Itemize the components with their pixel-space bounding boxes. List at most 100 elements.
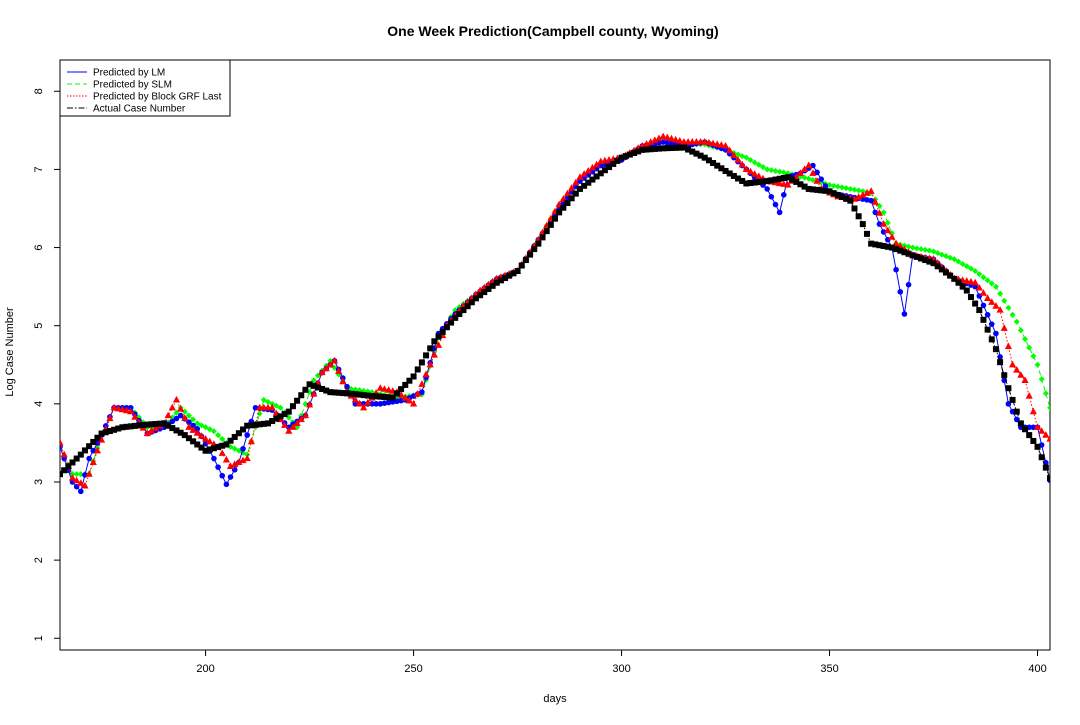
plot-frame	[59, 59, 1051, 651]
data-point-predicted-by-slm	[759, 164, 766, 171]
data-point-predicted-by-block-grf-last	[1046, 435, 1050, 442]
data-point-predicted-by-block-grf-last	[93, 446, 102, 454]
data-point-actual-case-number	[181, 432, 188, 439]
data-point-predicted-by-block-grf-last	[776, 179, 784, 187]
data-point-predicted-by-block-grf-last	[97, 435, 106, 443]
data-point-actual-case-number	[94, 434, 101, 441]
data-point-actual-case-number	[452, 314, 459, 321]
data-point-actual-case-number	[210, 445, 217, 452]
data-point-actual-case-number	[356, 391, 363, 398]
data-point-predicted-by-slm	[219, 436, 226, 443]
data-point-actual-case-number	[235, 430, 242, 437]
data-point-actual-case-number	[847, 197, 854, 204]
x-axis-label: days	[543, 693, 567, 705]
data-point-actual-case-number	[289, 403, 296, 410]
data-point-predicted-by-block-grf-last	[859, 191, 867, 198]
data-point-actual-case-number	[797, 181, 804, 188]
data-point-actual-case-number	[319, 385, 326, 392]
data-point-actual-case-number	[897, 247, 904, 254]
data-point-actual-case-number	[202, 447, 209, 454]
data-point-actual-case-number	[273, 415, 280, 422]
data-point-actual-case-number	[556, 209, 563, 216]
data-point-actual-case-number	[705, 157, 712, 164]
data-point-actual-case-number	[510, 270, 517, 277]
data-point-actual-case-number	[518, 262, 525, 269]
data-point-predicted-by-block-grf-last	[967, 277, 975, 285]
series-line-predicted-by-lm	[60, 141, 1050, 493]
data-point-actual-case-number	[306, 381, 313, 388]
data-point-actual-case-number	[701, 154, 708, 161]
data-point-predicted-by-block-grf-last	[563, 189, 572, 197]
data-point-predicted-by-block-grf-last	[701, 138, 709, 145]
data-point-predicted-by-block-grf-last	[189, 426, 197, 433]
data-point-predicted-by-slm	[851, 186, 858, 193]
data-point-actual-case-number	[992, 346, 999, 353]
data-point-predicted-by-slm	[273, 402, 280, 409]
data-point-actual-case-number	[822, 187, 829, 194]
data-point-predicted-by-lm	[377, 401, 384, 407]
data-point-actual-case-number	[227, 437, 234, 444]
data-point-predicted-by-block-grf-last	[73, 476, 81, 484]
data-point-predicted-by-lm	[901, 311, 908, 317]
data-point-actual-case-number	[722, 167, 729, 174]
data-point-actual-case-number	[834, 192, 841, 199]
data-point-actual-case-number	[148, 421, 155, 428]
data-point-predicted-by-block-grf-last	[268, 403, 276, 411]
y-tick-label-4: 4	[33, 401, 45, 407]
data-point-predicted-by-block-grf-last	[181, 414, 189, 421]
data-point-predicted-by-slm	[880, 209, 887, 216]
data-point-actual-case-number	[398, 386, 405, 393]
data-point-predicted-by-block-grf-last	[855, 193, 863, 200]
data-point-actual-case-number	[793, 178, 800, 185]
data-point-predicted-by-block-grf-last	[222, 455, 230, 463]
data-point-actual-case-number	[352, 391, 359, 398]
data-point-predicted-by-lm	[77, 488, 84, 495]
data-point-predicted-by-lm	[223, 481, 230, 488]
series-actual-case-number	[60, 144, 1050, 482]
data-point-actual-case-number	[310, 382, 317, 389]
data-point-actual-case-number	[248, 422, 255, 429]
data-point-actual-case-number	[581, 182, 588, 189]
data-point-actual-case-number	[660, 145, 667, 152]
data-point-predicted-by-block-grf-last	[979, 289, 988, 296]
data-point-actual-case-number	[589, 176, 596, 183]
data-point-actual-case-number	[435, 333, 442, 340]
data-point-actual-case-number	[863, 230, 870, 237]
data-point-predicted-by-block-grf-last	[122, 406, 131, 414]
data-point-predicted-by-slm	[1042, 390, 1049, 397]
data-point-predicted-by-block-grf-last	[713, 140, 721, 147]
data-point-predicted-by-block-grf-last	[414, 390, 422, 397]
data-point-predicted-by-lm	[373, 401, 379, 407]
data-point-actual-case-number	[651, 145, 658, 152]
data-point-predicted-by-block-grf-last	[293, 419, 301, 426]
data-point-predicted-by-block-grf-last	[875, 209, 884, 216]
data-point-predicted-by-block-grf-last	[231, 460, 239, 468]
data-point-predicted-by-slm	[260, 396, 267, 403]
data-point-actual-case-number	[585, 179, 592, 186]
data-point-predicted-by-slm	[951, 256, 958, 263]
data-point-actual-case-number	[855, 213, 862, 220]
data-point-predicted-by-slm	[73, 471, 80, 478]
y-tick-label-5: 5	[33, 323, 45, 329]
data-point-predicted-by-lm	[768, 193, 775, 200]
data-point-predicted-by-slm	[839, 184, 846, 191]
data-point-actual-case-number	[439, 328, 446, 335]
data-point-actual-case-number	[976, 307, 983, 314]
data-point-predicted-by-block-grf-last	[884, 226, 892, 234]
data-point-actual-case-number	[269, 418, 276, 425]
data-point-actual-case-number	[547, 221, 554, 228]
data-point-predicted-by-block-grf-last	[1033, 423, 1042, 430]
data-point-predicted-by-lm	[872, 209, 879, 216]
data-point-predicted-by-block-grf-last	[726, 146, 734, 154]
data-point-actual-case-number	[198, 444, 205, 451]
data-point-actual-case-number	[814, 186, 821, 193]
y-tick-label-7: 7	[33, 166, 45, 172]
data-point-predicted-by-block-grf-last	[285, 427, 293, 434]
data-point-actual-case-number	[339, 390, 346, 397]
data-point-predicted-by-slm	[264, 398, 271, 405]
data-point-actual-case-number	[639, 146, 646, 153]
data-point-predicted-by-block-grf-last	[147, 426, 156, 434]
data-point-actual-case-number	[502, 275, 509, 282]
data-point-predicted-by-block-grf-last	[755, 172, 763, 180]
